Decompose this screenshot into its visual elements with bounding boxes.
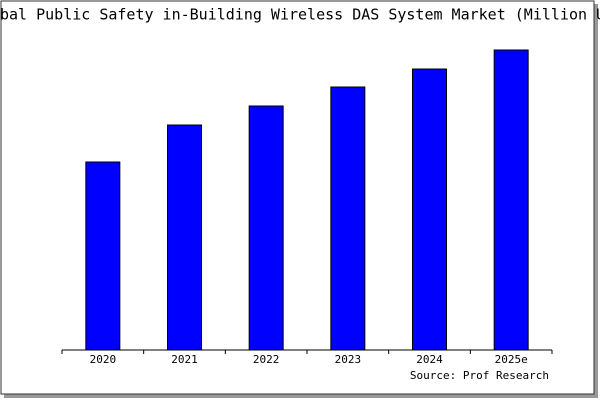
x-tick-label: 2024	[416, 353, 443, 366]
bar	[248, 105, 284, 351]
bar	[493, 49, 529, 351]
bar	[412, 68, 447, 351]
source-note: Source: Prof Research	[410, 369, 549, 382]
x-tick-label: 2022	[253, 353, 280, 366]
x-tick-label: 2025e	[495, 353, 528, 366]
bar	[85, 161, 121, 351]
x-tick-label: 2023	[335, 353, 362, 366]
bar	[167, 124, 202, 351]
chart-title: bal Public Safety in-Building Wireless D…	[0, 6, 600, 24]
bar	[330, 86, 366, 351]
x-tick-label: 2020	[90, 353, 117, 366]
x-tick-label: 2021	[171, 353, 198, 366]
